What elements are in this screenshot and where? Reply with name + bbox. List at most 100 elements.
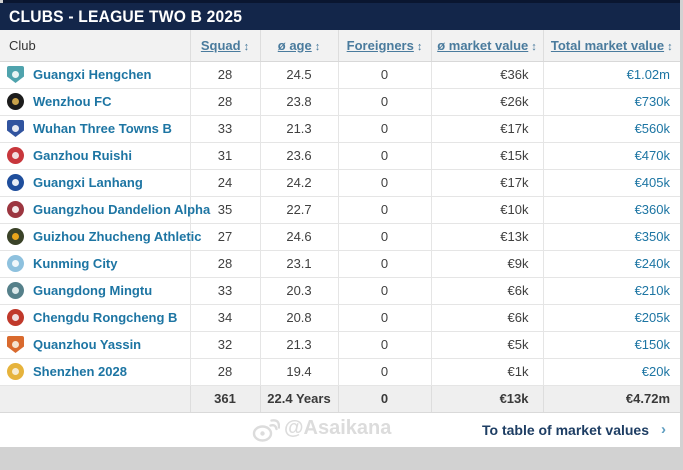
total-market-value-cell[interactable]: €20k: [542, 358, 680, 386]
chevron-right-icon: ›: [661, 421, 666, 438]
club-cell: Wenzhou FC: [0, 88, 190, 116]
column-header-foreigners[interactable]: Foreigners ↕: [337, 30, 431, 62]
total-market-value-cell[interactable]: €560k: [542, 115, 680, 143]
club-cell: Shenzhen 2028: [0, 358, 190, 386]
club-link[interactable]: Guangxi Hengchen: [33, 67, 152, 82]
table-row: Guangxi Hengchen 28 24.5 0 €36k €1.02m: [0, 61, 680, 89]
avg-age-cell: 21.3: [259, 115, 338, 143]
table-row: Shenzhen 2028 28 19.4 0 €1k €20k: [0, 358, 680, 386]
club-link[interactable]: Shenzhen 2028: [33, 364, 127, 379]
club-cell: Guizhou Zhucheng Athletic: [0, 223, 202, 251]
squad-cell: 28: [189, 250, 260, 278]
avg-market-value-cell: €26k: [430, 88, 543, 116]
table-row: Chengdu Rongcheng B 34 20.8 0 €6k €205k: [0, 304, 680, 332]
sort-icon: ↕: [416, 40, 423, 53]
avg-age-cell: 24.2: [259, 169, 338, 197]
club-link[interactable]: Guangzhou Dandelion Alpha: [33, 202, 211, 217]
club-cell: Kunming City: [0, 250, 190, 278]
club-cell: Guangxi Hengchen: [0, 61, 190, 89]
squad-cell: 28: [189, 61, 260, 89]
sort-icon: ↕: [243, 40, 250, 53]
squad-cell: 28: [189, 88, 260, 116]
column-header-avg-market-value[interactable]: ø market value ↕: [430, 30, 543, 62]
total-market-value-cell[interactable]: €360k: [542, 196, 680, 224]
squad-cell: 24: [189, 169, 260, 197]
club-link[interactable]: Quanzhou Yassin: [33, 337, 142, 352]
total-market-value-cell[interactable]: €205k: [542, 304, 680, 332]
totals-squad: 361: [189, 385, 260, 413]
foreigners-cell: 0: [337, 331, 431, 359]
avg-age-cell: 20.8: [259, 304, 338, 332]
avg-market-value-cell: €6k: [430, 304, 543, 332]
avg-market-value-cell: €9k: [430, 250, 543, 278]
avg-market-value-cell: €36k: [430, 61, 543, 89]
table-row: Ganzhou Ruishi 31 23.6 0 €15k €470k: [0, 142, 680, 170]
sort-icon: ↕: [314, 40, 321, 53]
foreigners-cell: 0: [337, 115, 431, 143]
squad-cell: 32: [189, 331, 260, 359]
totals-avg-age: 22.4 Years: [259, 385, 338, 413]
club-crest-icon: [7, 120, 24, 137]
foreigners-cell: 0: [337, 304, 431, 332]
club-crest-icon: [7, 201, 24, 218]
total-market-value-cell[interactable]: €470k: [542, 142, 680, 170]
squad-cell: 31: [189, 142, 260, 170]
avg-age-cell: 20.3: [259, 277, 338, 305]
club-crest-icon: [7, 93, 24, 110]
avg-age-cell: 21.3: [259, 331, 338, 359]
club-link[interactable]: Guizhou Zhucheng Athletic: [33, 229, 202, 244]
club-cell: Ganzhou Ruishi: [0, 142, 190, 170]
squad-cell: 28: [189, 358, 260, 386]
foreigners-cell: 0: [337, 277, 431, 305]
squad-cell: 33: [189, 115, 260, 143]
avg-market-value-cell: €17k: [430, 115, 543, 143]
table-row: Guangxi Lanhang 24 24.2 0 €17k €405k: [0, 169, 680, 197]
foreigners-cell: 0: [337, 358, 431, 386]
column-header-row: Club Squad ↕ ø age ↕ Foreigners ↕ ø market …: [0, 30, 680, 62]
squad-cell: 27: [189, 223, 260, 251]
top-divider: [3, 0, 680, 3]
total-market-value-cell[interactable]: €405k: [542, 169, 680, 197]
avg-market-value-cell: €13k: [430, 223, 543, 251]
avg-market-value-cell: €6k: [430, 277, 543, 305]
club-link[interactable]: Guangdong Mingtu: [33, 283, 153, 298]
table-row: Guangdong Mingtu 33 20.3 0 €6k €210k: [0, 277, 680, 305]
total-market-value-cell[interactable]: €350k: [542, 223, 680, 251]
club-link[interactable]: Wuhan Three Towns B: [33, 121, 172, 136]
column-header-avg-age-label: ø age: [277, 37, 312, 53]
club-crest-icon: [7, 147, 24, 164]
total-market-value-cell[interactable]: €730k: [542, 88, 680, 116]
avg-market-value-cell: €15k: [430, 142, 543, 170]
foreigners-cell: 0: [337, 223, 431, 251]
watermark: @Asaikana: [252, 417, 391, 443]
club-link[interactable]: Chengdu Rongcheng B: [33, 310, 178, 325]
club-link[interactable]: Kunming City: [33, 256, 118, 271]
clubs-table-widget: CLUBS - LEAGUE TWO B 2025 Club Squad ↕ ø …: [0, 0, 680, 447]
column-header-club: Club: [0, 30, 190, 62]
table-row: Quanzhou Yassin 32 21.3 0 €5k €150k: [0, 331, 680, 359]
market-values-link[interactable]: To table of market values: [481, 421, 649, 438]
club-link[interactable]: Ganzhou Ruishi: [33, 148, 132, 163]
total-market-value-cell[interactable]: €150k: [542, 331, 680, 359]
table-row: Guangzhou Dandelion Alpha 35 22.7 0 €10k…: [0, 196, 680, 224]
total-market-value-cell[interactable]: €240k: [542, 250, 680, 278]
total-market-value-cell[interactable]: €210k: [542, 277, 680, 305]
club-crest-icon: [7, 174, 24, 191]
club-crest-icon: [7, 363, 24, 380]
avg-age-cell: 22.7: [259, 196, 338, 224]
total-market-value-cell[interactable]: €1.02m: [542, 61, 680, 89]
totals-foreigners: 0: [337, 385, 431, 413]
club-link[interactable]: Guangxi Lanhang: [33, 175, 143, 190]
club-crest-icon: [7, 66, 24, 83]
avg-age-cell: 23.6: [259, 142, 338, 170]
foreigners-cell: 0: [337, 169, 431, 197]
column-header-squad[interactable]: Squad ↕: [189, 30, 260, 62]
club-link[interactable]: Wenzhou FC: [33, 94, 112, 109]
foreigners-cell: 0: [337, 61, 431, 89]
club-crest-icon: [7, 282, 24, 299]
column-header-avg-age[interactable]: ø age ↕: [259, 30, 338, 62]
totals-total-market-value: €4.72m: [542, 385, 680, 413]
avg-market-value-cell: €10k: [430, 196, 543, 224]
column-header-total-market-value[interactable]: Total market value ↕: [542, 30, 680, 62]
foreigners-cell: 0: [337, 142, 431, 170]
